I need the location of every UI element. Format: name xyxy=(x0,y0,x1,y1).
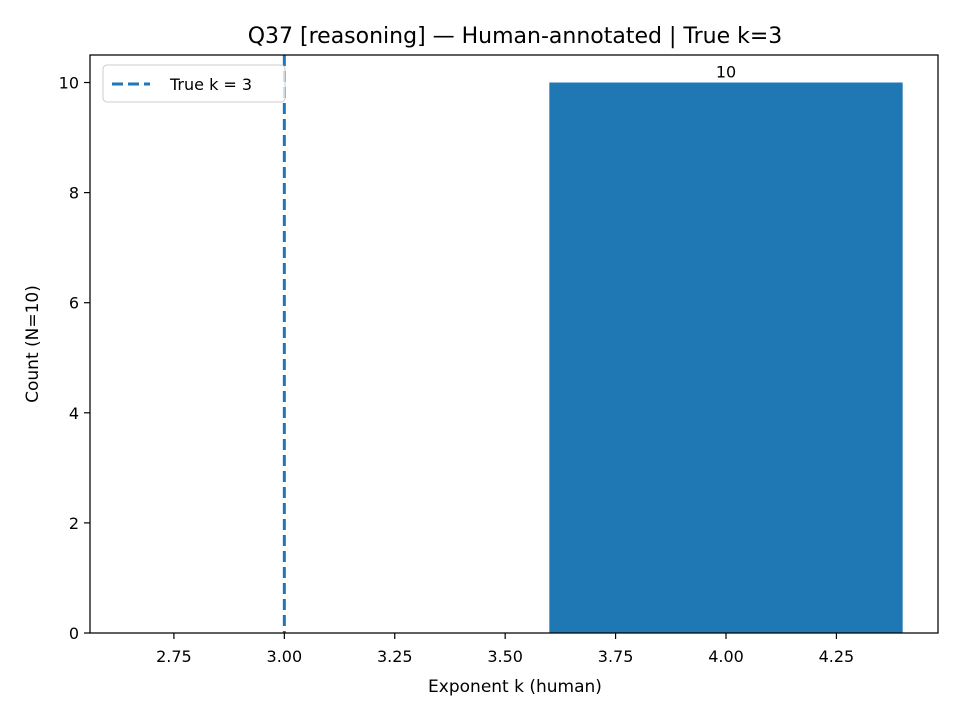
x-tick-label: 3.00 xyxy=(267,647,303,666)
x-tick-label: 2.75 xyxy=(156,647,192,666)
x-axis-label: Exponent k (human) xyxy=(428,677,602,697)
x-tick-label: 4.25 xyxy=(819,647,855,666)
y-tick-label: 10 xyxy=(59,74,79,93)
x-tick-label: 3.50 xyxy=(487,647,523,666)
legend: True k = 3 xyxy=(102,64,286,103)
y-tick-label: 0 xyxy=(69,624,79,643)
x-tick-label: 4.00 xyxy=(708,647,744,666)
x-axis: 2.75 3.00 3.25 3.50 3.75 4.00 4.25 xyxy=(156,633,854,666)
x-tick-label: 3.75 xyxy=(598,647,634,666)
x-tick-label: 3.25 xyxy=(377,647,413,666)
y-tick-label: 8 xyxy=(69,184,79,203)
plot-area: 10 xyxy=(282,55,903,634)
bar-value-label-0: 10 xyxy=(716,63,736,82)
bar-0 xyxy=(549,82,903,634)
y-tick-label: 2 xyxy=(69,514,79,533)
legend-box xyxy=(102,64,286,103)
y-tick-label: 4 xyxy=(69,404,79,423)
y-axis: 0 2 4 6 8 10 xyxy=(59,74,90,643)
chart-title: Q37 [reasoning] — Human-annotated | True… xyxy=(248,24,783,49)
legend-label: True k = 3 xyxy=(169,75,252,94)
y-axis-label: Count (N=10) xyxy=(23,285,43,403)
plot-frame xyxy=(89,54,939,634)
y-tick-label: 6 xyxy=(69,294,79,313)
